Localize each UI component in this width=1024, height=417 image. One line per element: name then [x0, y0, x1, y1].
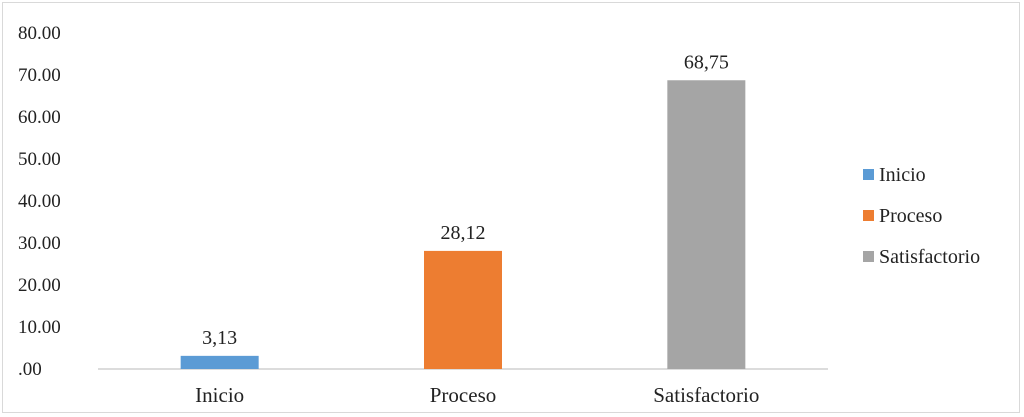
bar-proceso: [424, 250, 502, 369]
y-tick-label: .00: [18, 359, 42, 380]
legend-swatch: [863, 251, 874, 262]
data-label: 28,12: [441, 222, 486, 244]
legend-label: Inicio: [879, 164, 926, 186]
data-label: 3,13: [202, 327, 237, 349]
y-tick-label: 40.00: [18, 191, 61, 212]
bar-inicio: [180, 355, 259, 369]
y-tick-label: 80.00: [18, 23, 61, 44]
bars: [180, 80, 746, 369]
chart-frame: [2, 2, 1020, 413]
data-labels: 3,13 28,12 68,75: [202, 51, 729, 349]
y-tick-label: 60.00: [18, 107, 61, 128]
y-tick-label: 30.00: [18, 233, 61, 254]
y-tick-label: 20.00: [18, 275, 61, 296]
data-label: 68,75: [684, 51, 729, 73]
category-labels: Inicio Proceso Satisfactorio: [195, 383, 759, 407]
y-tick-label: 10.00: [18, 317, 61, 338]
y-axis-ticks: .00 10.00 20.00 30.00 40.00 50.00 60.00 70.00 80…: [18, 23, 61, 380]
x-category-label: Inicio: [195, 383, 244, 407]
legend-label: Proceso: [879, 205, 942, 227]
x-category-label: Satisfactorio: [653, 383, 759, 407]
x-category-label: Proceso: [430, 383, 497, 407]
legend: Inicio Proceso Satisfactorio: [863, 164, 980, 268]
legend-label: Satisfactorio: [879, 246, 980, 268]
legend-swatch: [863, 210, 874, 221]
legend-swatch: [863, 169, 874, 180]
y-tick-label: 70.00: [18, 65, 61, 86]
y-tick-label: 50.00: [18, 149, 61, 170]
bar-satisfactorio: [667, 80, 746, 369]
